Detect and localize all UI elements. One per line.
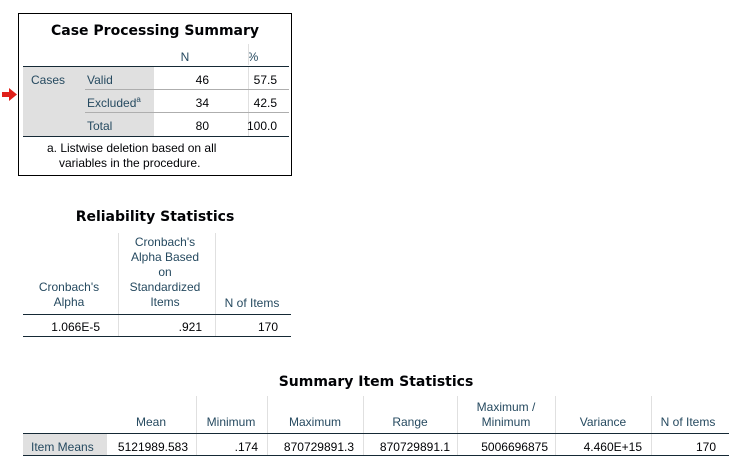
- cell-n-items: 170: [257, 320, 278, 334]
- red-arrow-icon: [2, 88, 17, 101]
- cell-minimum: .174: [234, 440, 258, 454]
- col-header-pct: %: [247, 50, 259, 64]
- col-header-range: Range: [392, 415, 428, 429]
- col-header-minimum: Minimum: [206, 415, 256, 429]
- cell-valid-pct: 57.5: [253, 73, 277, 87]
- cell-excluded-pct: 42.5: [253, 96, 277, 110]
- col-header-maximum: Maximum: [288, 415, 341, 429]
- cell-alpha: 1.066E-5: [51, 320, 100, 334]
- footnote-marker-a: a: [136, 95, 141, 104]
- col-header-variance: Variance: [579, 415, 627, 429]
- cell-maximum: 870729891.3: [283, 440, 354, 454]
- summary-items-title: Summary Item Statistics: [278, 374, 474, 390]
- cell-total-pct: 100.0: [246, 119, 277, 133]
- col-header-alpha: Cronbach's Alpha: [38, 280, 100, 309]
- reliability-title: Reliability Statistics: [75, 209, 235, 225]
- col-header-max-min: Maximum / Minimum: [476, 400, 536, 429]
- case-processing-summary-table[interactable]: Case Processing Summary N % Cases Valid …: [18, 13, 292, 176]
- col-header-n-of-items: N of Items: [660, 415, 716, 429]
- footnote-line-2: variables in the procedure.: [59, 156, 201, 170]
- col-header-alpha-std: Cronbach's Alpha Based on Standardized Items: [129, 235, 201, 309]
- col-header-n: N: [180, 50, 190, 64]
- col-header-mean: Mean: [135, 415, 167, 429]
- cell-mean: 5121989.583: [117, 440, 188, 454]
- row-group-label-cases: Cases: [31, 73, 66, 87]
- row-label-valid: Valid: [87, 73, 113, 87]
- cell-total-n: 80: [195, 119, 209, 133]
- cell-n-of-items: 170: [695, 440, 716, 454]
- case-summary-title: Case Processing Summary: [50, 23, 260, 39]
- reliability-statistics-table[interactable]: Reliability Statistics Cronbach's Alpha C…: [20, 205, 295, 340]
- cell-excluded-n: 34: [195, 96, 209, 110]
- cell-valid-n: 46: [195, 73, 209, 87]
- row-header-area: [23, 67, 154, 136]
- row-label-total: Total: [87, 119, 113, 133]
- cell-alpha-std: .921: [178, 320, 202, 334]
- cell-max-min: 5006696875: [481, 440, 548, 454]
- cell-range: 870729891.1: [379, 440, 450, 454]
- summary-item-statistics-table[interactable]: Summary Item Statistics Mean Minimum Max…: [20, 370, 732, 465]
- footnote-line-1: a. Listwise deletion based on all: [47, 141, 217, 155]
- row-label-excluded: Excludeda: [87, 95, 141, 110]
- col-header-n-items: N of Items: [224, 296, 280, 310]
- cell-variance: 4.460E+15: [583, 440, 642, 454]
- row-label-item-means: Item Means: [31, 440, 94, 454]
